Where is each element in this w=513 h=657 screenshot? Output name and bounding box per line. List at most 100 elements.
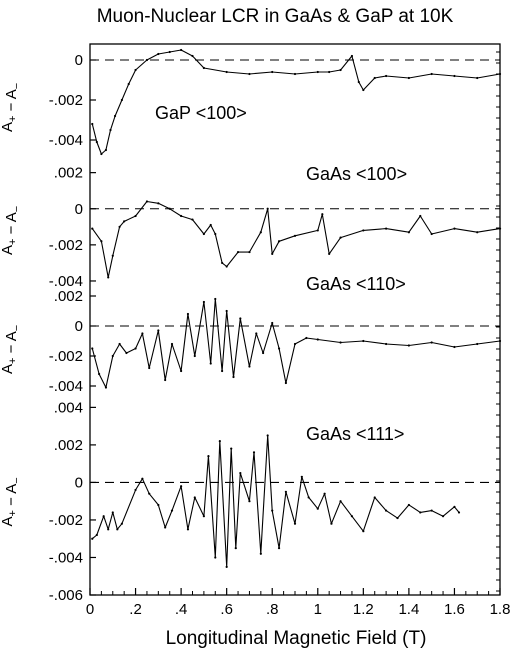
x-tick-label: 1.6 xyxy=(444,601,465,618)
data-point xyxy=(107,276,110,279)
y-tick-label: 0 xyxy=(75,201,83,218)
data-point xyxy=(457,511,461,514)
data-point xyxy=(168,207,171,210)
y-axis-label-part: − xyxy=(3,494,20,510)
data-point xyxy=(116,528,119,531)
y-axis-label-part: + xyxy=(7,358,19,364)
data-point xyxy=(430,232,433,236)
data-point xyxy=(266,207,269,210)
y-axis-label: A+ − A− xyxy=(0,477,23,526)
y-axis-label-part: − xyxy=(11,477,23,483)
y-tick-label: .002 xyxy=(54,288,83,305)
data-point xyxy=(95,140,98,144)
data-point xyxy=(230,447,233,450)
data-point xyxy=(307,496,310,499)
data-series-line xyxy=(91,200,501,278)
data-point xyxy=(255,332,258,335)
y-axis-label-part: A xyxy=(3,212,20,222)
y-axis-label: A+ − A− xyxy=(0,206,23,255)
data-point xyxy=(109,128,112,132)
data-point xyxy=(157,503,160,507)
data-point xyxy=(316,507,319,510)
y-tick-label: 0 xyxy=(75,52,83,69)
x-tick-label: 1.8 xyxy=(490,601,511,618)
data-point xyxy=(266,434,269,437)
data-point xyxy=(293,342,297,346)
y-tick-label: -.002 xyxy=(49,348,83,365)
data-point xyxy=(284,490,287,493)
data-point xyxy=(236,250,240,254)
data-point xyxy=(373,76,376,80)
data-point xyxy=(225,70,228,74)
data-point xyxy=(339,236,342,239)
data-point xyxy=(321,213,324,216)
data-point xyxy=(164,526,167,529)
data-point xyxy=(202,66,205,70)
data-point xyxy=(193,496,196,499)
y-tick-label: -.006 xyxy=(49,587,83,604)
data-point xyxy=(277,546,281,550)
data-point xyxy=(180,214,183,218)
data-point xyxy=(453,505,456,508)
y-axis-label-part: A xyxy=(0,245,16,255)
data-point xyxy=(209,362,212,365)
data-point xyxy=(157,52,160,56)
data-point xyxy=(120,98,123,102)
data-point xyxy=(134,214,137,218)
data-point xyxy=(476,342,479,346)
data-point xyxy=(476,76,479,80)
y-tick-label: .002 xyxy=(54,437,83,454)
data-point xyxy=(453,74,456,78)
data-point xyxy=(259,231,262,234)
data-point xyxy=(277,347,281,350)
y-tick-label: .002 xyxy=(54,165,83,182)
data-point xyxy=(209,223,212,227)
data-point xyxy=(385,74,388,78)
data-point xyxy=(221,369,224,373)
y-axis-label-part: − xyxy=(3,341,20,357)
data-point xyxy=(104,386,108,389)
data-point xyxy=(91,537,94,540)
y-tick-label: -.002 xyxy=(49,92,83,109)
data-point xyxy=(271,70,274,74)
data-point xyxy=(164,378,167,382)
data-point xyxy=(225,309,228,313)
panel-annotation: GaP <100> xyxy=(155,103,247,123)
data-point xyxy=(180,485,183,488)
data-point xyxy=(100,152,103,156)
x-axis-label: Longitudinal Magnetic Field (T) xyxy=(166,628,427,649)
data-point xyxy=(239,317,242,320)
data-point xyxy=(111,254,114,257)
data-point xyxy=(207,455,210,458)
data-point xyxy=(95,533,98,537)
data-point xyxy=(123,220,126,223)
data-point xyxy=(357,80,360,84)
data-point xyxy=(118,342,121,346)
data-point xyxy=(120,522,123,525)
y-axis-label-part: A xyxy=(0,364,16,374)
data-point xyxy=(328,252,331,255)
data-point xyxy=(277,240,281,243)
data-point xyxy=(407,503,410,507)
data-point xyxy=(271,509,274,512)
data-point xyxy=(98,372,101,376)
y-axis-label-part: A xyxy=(3,331,20,341)
y-axis-label-part: A xyxy=(3,484,20,494)
data-point xyxy=(284,381,287,385)
data-point xyxy=(107,528,110,531)
data-point xyxy=(362,339,365,343)
data-series-line xyxy=(91,298,501,389)
data-point xyxy=(362,88,365,92)
data-point xyxy=(91,122,94,126)
panel-annotation: GaAs <111> xyxy=(306,424,404,444)
data-point xyxy=(339,68,342,72)
data-point xyxy=(248,500,251,503)
data-point xyxy=(202,515,205,518)
data-point xyxy=(225,565,228,568)
y-tick-label: -.002 xyxy=(49,512,83,529)
y-axis-label-part: + xyxy=(7,239,19,245)
